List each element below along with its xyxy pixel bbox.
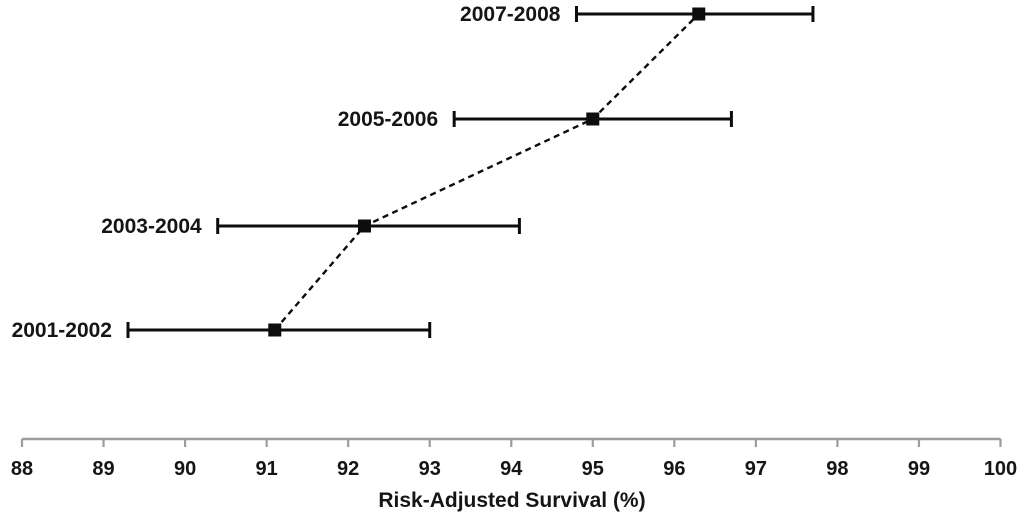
x-axis-tick-label: 91	[256, 458, 278, 480]
trend-line	[273, 13, 700, 331]
x-axis-tick-label: 90	[174, 458, 196, 480]
x-axis-title: Risk-Adjusted Survival (%)	[378, 489, 645, 512]
data-point-marker	[268, 323, 282, 337]
x-axis-tick-label: 89	[92, 458, 114, 480]
data-point-marker	[586, 112, 600, 126]
x-axis-tick-label: 99	[908, 458, 930, 480]
x-axis-tick-label: 96	[663, 458, 685, 480]
x-axis-tick-label: 95	[582, 458, 604, 480]
data-point-marker	[357, 219, 371, 233]
category-label: 2005-2006	[338, 108, 438, 131]
data-point-marker	[692, 7, 706, 21]
category-label: 2007-2008	[460, 3, 561, 26]
x-axis-tick-label: 94	[500, 458, 523, 480]
x-axis-tick-label: 97	[745, 458, 767, 480]
x-axis-tick-label: 100	[984, 458, 1017, 480]
category-label: 2001-2002	[12, 319, 112, 342]
x-axis-tick-label: 98	[826, 458, 848, 480]
x-axis-tick-label: 92	[337, 458, 359, 480]
x-axis-tick-label: 88	[11, 458, 33, 480]
category-label: 2003-2004	[101, 215, 202, 238]
x-axis-tick-label: 93	[419, 458, 441, 480]
